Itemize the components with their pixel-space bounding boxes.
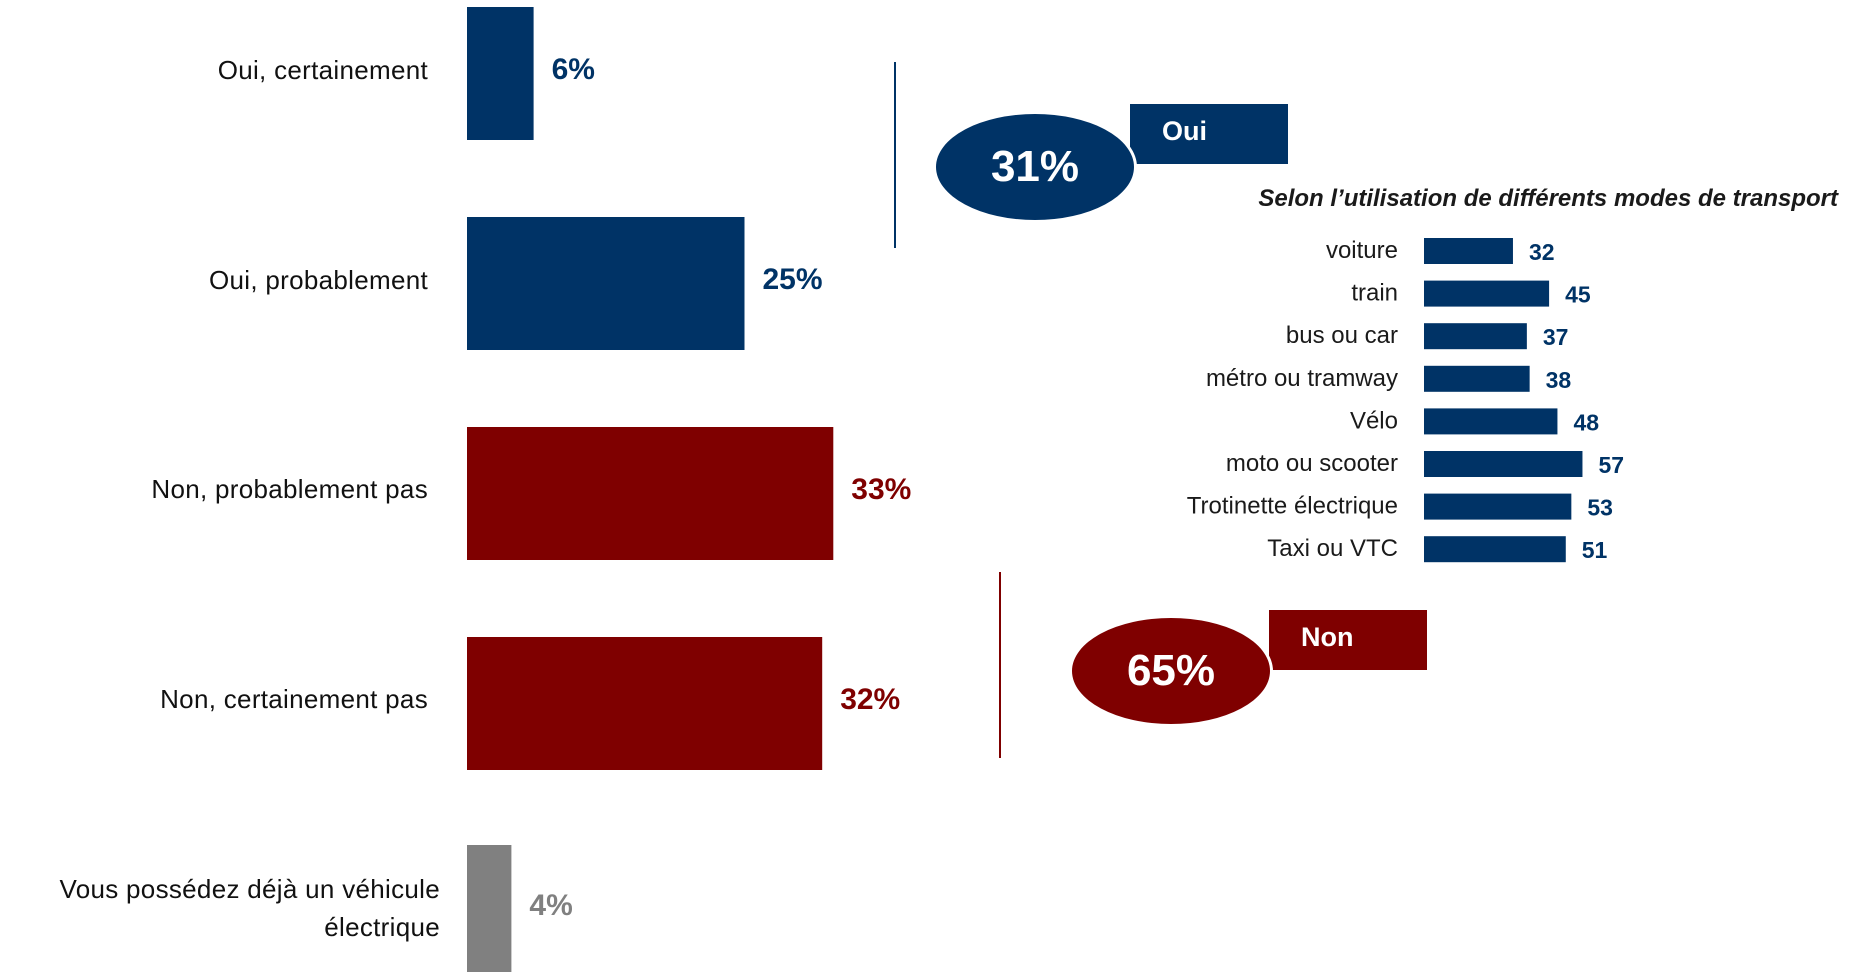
bar-non-probablement-pas: [467, 427, 834, 560]
value-label-vous-possedez-deja-un-vehicule-electrique: 4%: [529, 889, 572, 922]
summary-non-value: 65%: [1126, 646, 1216, 695]
value-label-non-probablement-pas: 33%: [851, 473, 911, 506]
sub-category-label-trotinette-electrique: Trotinette électrique: [1187, 493, 1398, 520]
summary-oui-ellipse: 31%: [933, 111, 1137, 223]
sub-category-label-train: train: [1351, 280, 1398, 307]
sub-chart-title: Selon l’utilisation de différents modes …: [1258, 185, 1838, 212]
sub-value-label-moto-ou-scooter: 57: [1598, 452, 1624, 478]
summary-non-label: Non: [1301, 622, 1354, 652]
bar-vous-possedez-deja-un-vehicule-electrique: [467, 845, 512, 972]
summary-oui-value: 31%: [990, 142, 1080, 191]
sub-category-label-voiture: voiture: [1326, 237, 1398, 264]
summary-non-tab: Non: [1269, 610, 1427, 670]
category-label-oui-probablement: Oui, probablement: [208, 265, 428, 295]
value-label-non-certainement-pas: 32%: [840, 683, 900, 716]
sub-category-label-bus-ou-car: bus ou car: [1286, 322, 1398, 349]
sub-category-label-taxi-ou-vtc: Taxi ou VTC: [1267, 535, 1398, 562]
value-label-oui-certainement: 6%: [552, 53, 595, 86]
bar-oui-certainement: [467, 7, 534, 140]
sub-bar-metro-ou-tramway: [1424, 365, 1530, 392]
category-label-oui-certainement: Oui, certainement: [217, 55, 428, 85]
bar-non-certainement-pas: [467, 637, 823, 770]
sub-bar-voiture: [1424, 238, 1513, 264]
sub-bar-taxi-ou-vtc: [1424, 536, 1566, 563]
sub-bar-bus-ou-car: [1424, 323, 1527, 350]
sub-bar-velo: [1424, 408, 1558, 435]
sub-value-label-velo: 48: [1573, 409, 1599, 435]
sub-category-label-moto-ou-scooter: moto ou scooter: [1226, 450, 1398, 477]
sub-value-label-taxi-ou-vtc: 51: [1582, 537, 1608, 563]
category-label-non-certainement-pas: Non, certainement pas: [160, 684, 428, 714]
summary-non-ellipse: 65%: [1069, 615, 1273, 727]
sub-bar-moto-ou-scooter: [1424, 451, 1583, 477]
sub-bar-trotinette-electrique: [1424, 493, 1572, 520]
category-label-non-probablement-pas: Non, probablement pas: [151, 474, 428, 504]
sub-value-label-train: 45: [1565, 282, 1591, 308]
sub-bar-train: [1424, 280, 1550, 307]
value-label-oui-probablement: 25%: [763, 263, 823, 296]
sub-category-label-metro-ou-tramway: métro ou tramway: [1206, 365, 1398, 392]
sub-value-label-bus-ou-car: 37: [1543, 324, 1569, 350]
sub-value-label-trotinette-electrique: 53: [1587, 495, 1613, 521]
bar-oui-probablement: [467, 217, 745, 350]
category-label-possede-vehicule-electrique: Vous possédez déjà un véhicule électriqu…: [59, 874, 440, 942]
summary-oui-label: Oui: [1162, 116, 1207, 146]
sub-category-label-velo: Vélo: [1350, 407, 1398, 434]
summary-oui-tab: Oui: [1130, 104, 1288, 164]
sub-value-label-voiture: 32: [1529, 239, 1555, 265]
sub-value-label-metro-ou-tramway: 38: [1546, 367, 1572, 393]
